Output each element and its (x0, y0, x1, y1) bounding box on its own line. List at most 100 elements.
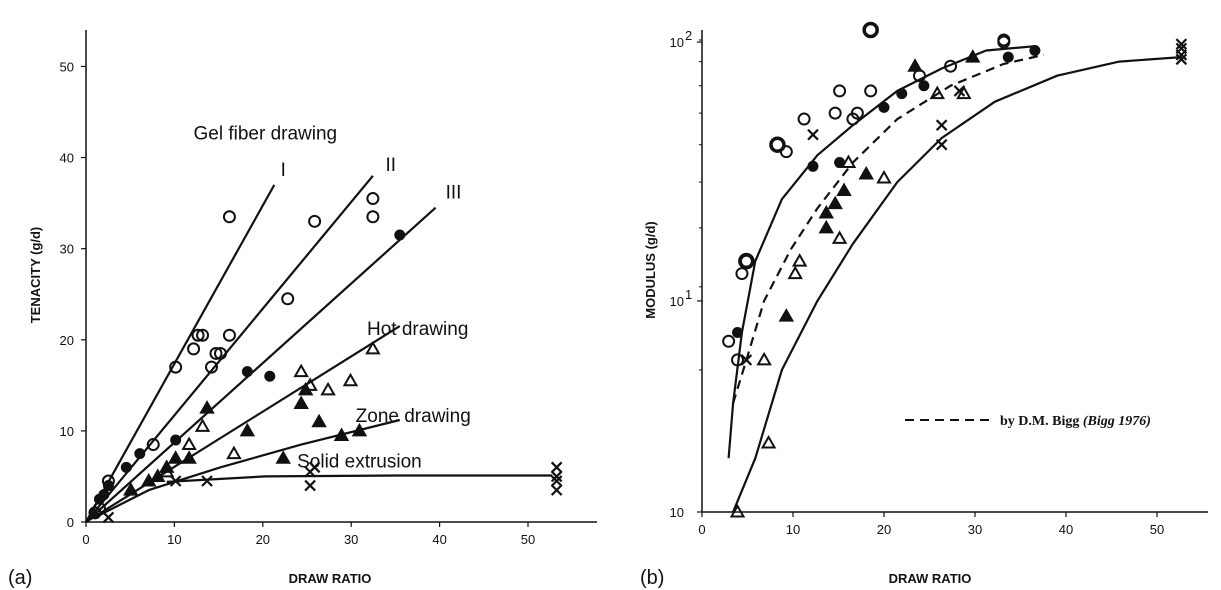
filled-circle-point (134, 448, 146, 460)
filled-triangle-point (818, 219, 835, 234)
open-triangle-point (840, 154, 857, 169)
open-triangle-point (194, 418, 211, 432)
cross-point (935, 138, 948, 151)
filled-triangle-point (818, 204, 835, 219)
cross-stroke (740, 354, 753, 366)
cross-stroke (953, 85, 966, 97)
filled-triangle-point (333, 427, 350, 441)
open-triangle-point (181, 436, 197, 451)
cross-stroke (102, 511, 115, 524)
cross-point (740, 354, 753, 366)
open-triangle-point (787, 265, 803, 280)
series-line (85, 325, 401, 523)
open-circle-point (281, 292, 295, 306)
open-triangle-point (320, 381, 336, 396)
filled-triangle-point (351, 422, 368, 437)
cross-point (169, 475, 182, 487)
cross-point (550, 461, 563, 474)
cross-point (201, 475, 213, 487)
cross-point (550, 470, 563, 483)
filled-triangle-point (167, 450, 184, 464)
annotation-hot: Hot drawing (367, 319, 468, 340)
cross-point (1175, 42, 1188, 55)
filled-triangle-point (836, 182, 852, 196)
series-line (732, 53, 1045, 404)
y-tick-label: 40 (60, 151, 74, 166)
cross-stroke (201, 475, 213, 487)
series-line (94, 418, 401, 519)
panel-label: (b) (640, 567, 664, 589)
annotation-gel: Gel fiber drawing (193, 123, 337, 144)
cross-stroke (1175, 38, 1188, 50)
open-circle-point (222, 328, 236, 342)
cross-stroke (308, 461, 321, 474)
y-tick-label: 20 (60, 333, 74, 348)
chart-panel-a: 0 10 20 30 40 50 0 10 20 30 40 50 DRAW RATIO TENACITY… (8, 30, 597, 589)
open-circle-point (797, 112, 811, 126)
filled-triangle-point (778, 308, 795, 322)
y-tick-label: 10 (670, 505, 684, 520)
filled-circle-point (102, 480, 114, 492)
open-triangle-point (302, 377, 318, 391)
x-tick-label: 50 (521, 532, 535, 547)
filled-triangle-point (123, 482, 139, 496)
cross-point (550, 484, 563, 496)
filled-triangle-point (965, 49, 981, 63)
panel-label: (a) (8, 567, 32, 589)
filled-circle-point (1029, 45, 1041, 57)
y-tick-exponent: 1 (685, 287, 692, 302)
annotation-III: III (446, 183, 462, 204)
filled-circle-point (878, 101, 890, 113)
x-tick-label: 30 (968, 522, 982, 537)
filled-triangle-point (181, 450, 197, 464)
open-circle-point (222, 210, 236, 224)
open-circle-point (864, 84, 878, 98)
series-line (85, 206, 437, 523)
open-circle-point (187, 342, 201, 356)
cross-stroke (550, 484, 563, 496)
cross-point (953, 85, 966, 97)
open-triangle-point (365, 340, 381, 355)
y-axis-label: TENACITY (g/d) (28, 227, 43, 324)
open-circle-point (169, 360, 183, 374)
filled-circle-point (394, 229, 406, 241)
open-triangle-point (729, 503, 746, 518)
y-tick-label: 50 (60, 59, 74, 74)
open-triangle-point (158, 463, 175, 478)
open-circle-point (722, 334, 736, 348)
open-circle-point (205, 360, 219, 374)
cross-point (1175, 53, 1188, 66)
filled-triangle-point (293, 395, 309, 410)
open-triangle-point (791, 253, 808, 267)
open-triangle-point (342, 372, 359, 387)
x-tick-label: 30 (344, 532, 358, 547)
open-triangle-point (929, 85, 945, 100)
open-circle-point (828, 106, 842, 120)
open-triangle-point (756, 351, 772, 366)
open-circle-point (366, 210, 380, 224)
cross-stroke (169, 475, 182, 487)
x-axis-label: DRAW RATIO (289, 571, 372, 586)
cross-stroke (1175, 42, 1188, 55)
filled-circle-point (120, 461, 132, 473)
filled-circle-point (264, 370, 276, 382)
cross-stroke (1175, 53, 1188, 66)
cross-point (1175, 38, 1188, 50)
open-circle-point (731, 353, 745, 367)
filled-triangle-point (827, 195, 843, 210)
open-triangle-point (226, 445, 242, 460)
legend-label-italic: (Bigg 1976) (1083, 414, 1151, 429)
annotation-zone: Zone drawing (356, 406, 471, 427)
annotation-solid: Solid extrusion (297, 451, 422, 472)
open-triangle-point (831, 230, 848, 244)
x-tick-label: 40 (1059, 522, 1073, 537)
open-triangle-point (876, 170, 892, 184)
series-line (727, 45, 1035, 459)
y-tick-label: 10 (670, 294, 684, 309)
y-tick-label: 10 (670, 35, 684, 50)
filled-circle-point (1002, 51, 1014, 63)
open-circle-point (146, 438, 160, 452)
open-circle-point (738, 252, 755, 270)
filled-circle-point (918, 80, 930, 92)
